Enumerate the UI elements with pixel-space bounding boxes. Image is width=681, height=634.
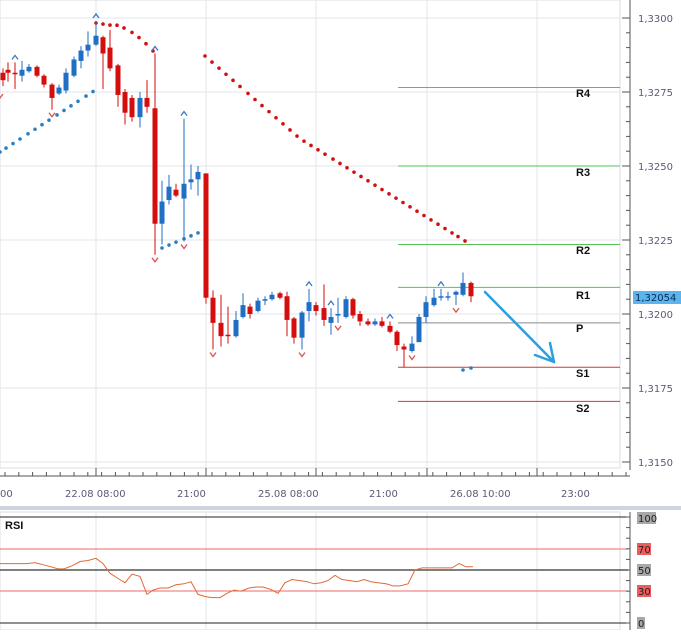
candlesticks <box>0 20 474 368</box>
rsi-axis-label: 70 <box>638 545 651 556</box>
price-label: 1,3300 <box>638 14 673 25</box>
pivot-label-r2: R2 <box>576 245 590 257</box>
price-panel[interactable]: R4 R3 R2 R1 P S1 S2 <box>0 0 621 469</box>
price-label: 1,3250 <box>638 162 673 173</box>
price-grid <box>0 0 620 468</box>
rsi-axis-label: 30 <box>638 587 651 598</box>
rsi-axis-label: 50 <box>638 566 651 577</box>
time-label: 21:00 <box>369 489 398 500</box>
time-label: 22.08 08:00 <box>65 489 126 500</box>
parabolic-sar <box>0 21 473 372</box>
forecast-arrow-icon <box>483 290 556 364</box>
price-label: 1,3200 <box>638 310 673 321</box>
time-label: 25.08 08:00 <box>258 489 319 500</box>
rsi-axis-badge <box>637 585 651 597</box>
price-label: 1,3175 <box>638 384 673 395</box>
time-label: 23:00 <box>561 489 590 500</box>
pivot-labels: R4 R3 R2 R1 P S1 S2 <box>576 88 591 415</box>
time-label: 26.08 10:00 <box>450 489 511 500</box>
price-label: 1,3275 <box>638 88 673 99</box>
rsi-axis-label: 100 <box>638 514 657 525</box>
current-price-badge <box>633 291 681 304</box>
rsi-axis-badge <box>637 617 645 629</box>
time-label: 00 <box>0 489 13 500</box>
rsi-line <box>0 557 473 599</box>
pivot-label-r3: R3 <box>576 167 590 179</box>
rsi-title: RSI <box>5 520 23 532</box>
pivot-lines <box>398 87 620 402</box>
fractal-markers <box>0 12 460 361</box>
price-label: 1,3225 <box>638 236 673 247</box>
pivot-label-r4: R4 <box>576 88 591 100</box>
rsi-panel[interactable]: RSI 100 70 50 30 0 <box>0 511 657 631</box>
price-axis[interactable]: 1,3300 1,3275 1,3250 1,3225 1,3200 1,317… <box>622 0 681 470</box>
price-label: 1,3150 <box>638 458 673 469</box>
current-price-value: 1,32054 <box>635 293 676 304</box>
pivot-label-s2: S2 <box>576 403 589 415</box>
pivot-label-p: P <box>576 323 583 335</box>
rsi-axis-badge <box>637 543 651 555</box>
time-label: 21:00 <box>177 489 206 500</box>
rsi-axis-badge <box>637 564 651 576</box>
pivot-label-s1: S1 <box>576 368 589 380</box>
time-axis[interactable]: 00 22.08 08:00 21:00 25.08 08:00 21:00 2… <box>0 468 630 500</box>
rsi-axis-badge <box>637 512 656 524</box>
rsi-axis-label: 0 <box>638 619 644 630</box>
pivot-label-r1: R1 <box>576 290 590 302</box>
panel-splitter[interactable] <box>0 506 681 510</box>
